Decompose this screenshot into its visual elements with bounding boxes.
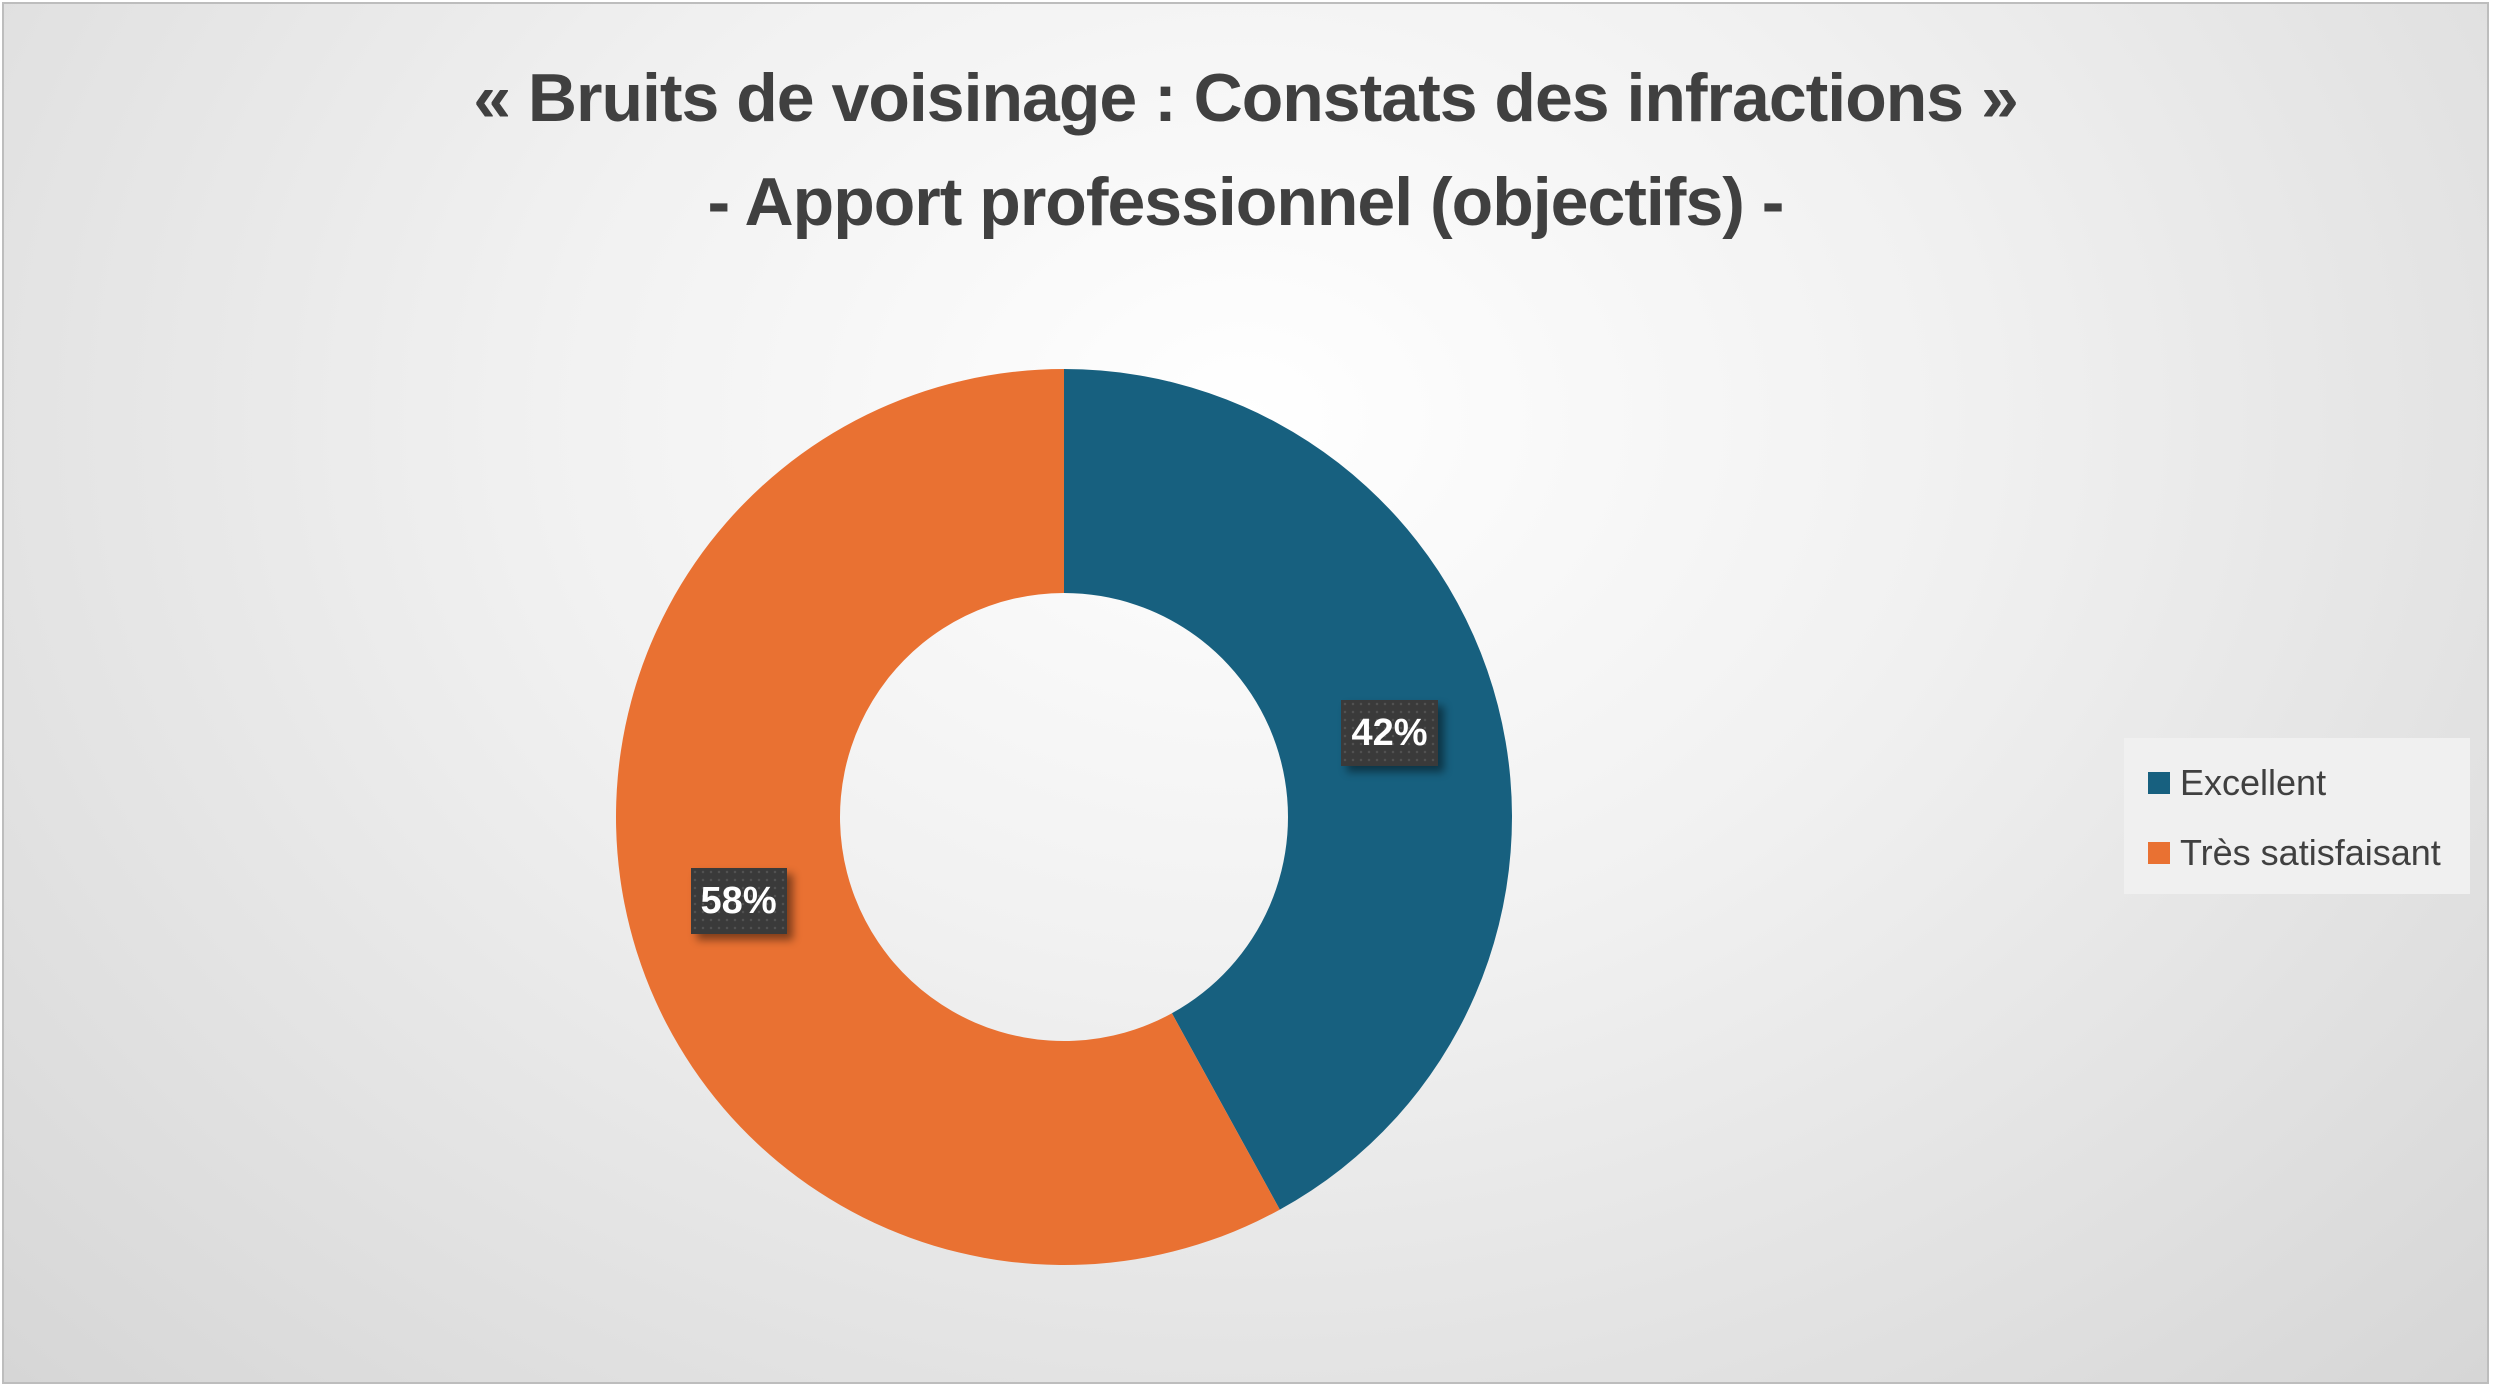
chart-title: « Bruits de voisinage : Constats des inf… xyxy=(4,46,2487,254)
legend-label-excellent: Excellent xyxy=(2180,762,2327,803)
chart-title-line-2: - Apport professionnel (objectifs) - xyxy=(707,164,1785,240)
legend-swatch-tres-satisfaisant xyxy=(2148,842,2170,864)
donut-slice-1 xyxy=(616,369,1280,1265)
donut-chart xyxy=(616,369,1513,1265)
legend-swatch-excellent xyxy=(2148,772,2170,794)
legend-item-excellent: Excellent xyxy=(2148,748,2470,818)
data-label-excellent: 42% xyxy=(1341,700,1438,767)
chart-title-line-1: « Bruits de voisinage : Constats des inf… xyxy=(473,60,2019,136)
legend: Excellent Très satisfaisant xyxy=(2124,738,2470,894)
data-label-tres-satisfaisant: 58% xyxy=(690,867,787,934)
legend-label-tres-satisfaisant: Très satisfaisant xyxy=(2180,832,2441,873)
legend-item-tres-satisfaisant: Très satisfaisant xyxy=(2148,818,2470,888)
donut-slice-0 xyxy=(1064,369,1513,1210)
